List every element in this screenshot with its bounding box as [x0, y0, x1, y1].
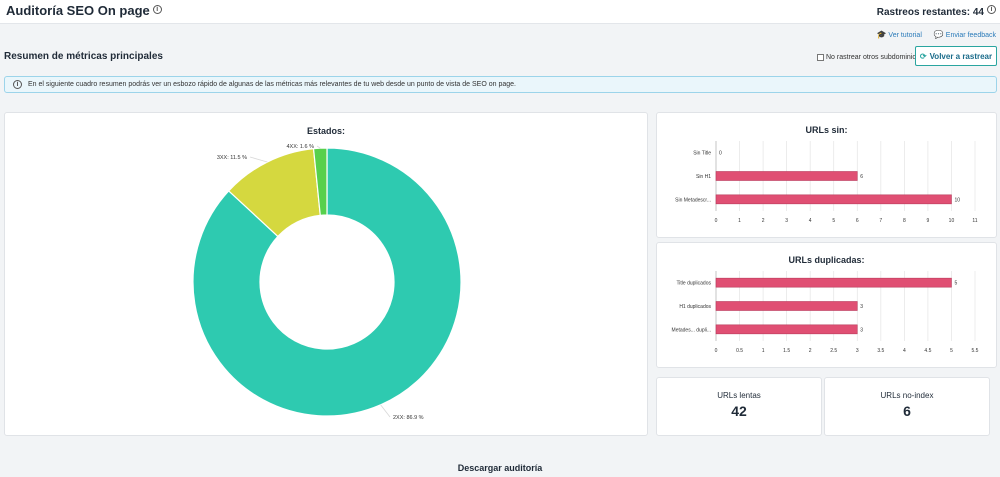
subdomain-checkbox[interactable]: No rastrear otros subdominios — [817, 54, 920, 61]
info-banner-text: En el siguiente cuadro resumen podrás ve… — [28, 81, 516, 88]
x-tick-label: 1 — [762, 348, 765, 354]
page-title: Auditoría SEO On page i — [6, 3, 162, 18]
donut-slice-label: 4XX: 1.6 % — [286, 144, 314, 150]
y-category-label: Title duplicados — [676, 281, 711, 287]
checkbox-box[interactable] — [817, 54, 824, 61]
status-chart-card: Estados: 2XX: 86.9 % 3XX: 11.5 % 4XX: 1.6 … — [4, 112, 648, 436]
x-tick-label: 5.5 — [972, 348, 979, 354]
page-title-text: Auditoría SEO On page — [6, 3, 150, 18]
y-category-label: Metades... dupli... — [672, 327, 711, 333]
duplicate-urls-card: URLs duplicadas: 0 0.5 1 1.5 2 2.5 3 3.5 4 4.5 5 5.… — [656, 242, 997, 368]
slow-urls-label: URLs lentas — [717, 391, 761, 400]
noindex-urls-card[interactable]: URLs no-index 6 — [824, 377, 990, 436]
y-category-label: Sin H1 — [696, 174, 711, 180]
recrawl-button-label: Volver a rastrear — [929, 51, 993, 61]
donut-slice[interactable] — [312, 147, 328, 216]
x-tick-label: 2 — [762, 218, 765, 224]
status-chart-title: Estados: — [306, 126, 345, 136]
feedback-link[interactable]: 💬 Enviar feedback — [933, 30, 996, 39]
bar[interactable] — [715, 324, 858, 335]
refresh-icon: ⟳ — [919, 51, 927, 61]
x-tick-label: 5 — [950, 348, 953, 354]
donut-slice-label: 3XX: 11.5 % — [217, 155, 247, 161]
bar-value-label: 10 — [954, 197, 960, 203]
y-category-label: Sin Metadescr... — [675, 197, 711, 203]
missing-urls-bar-chart: 0 1 2 3 4 5 6 7 8 9 10 11 Sin Title 0 Sin H1 6 Sin Metad… — [675, 141, 978, 224]
noindex-urls-value: 6 — [903, 403, 911, 419]
donut-leader-line — [249, 156, 268, 163]
subdomain-checkbox-label: No rastrear otros subdominios — [826, 54, 920, 61]
remaining-crawls-text: Rastreos restantes: 44 — [876, 7, 984, 18]
tutorial-link[interactable]: 🎓 Ver tutorial — [876, 30, 922, 39]
bar-value-label: 5 — [954, 281, 957, 287]
x-tick-label: 4 — [809, 218, 812, 224]
bar[interactable] — [715, 301, 858, 311]
donut-leader-line — [380, 404, 391, 418]
bar[interactable] — [715, 171, 858, 181]
x-tick-label: 3.5 — [877, 348, 884, 354]
x-tick-label: 11 — [972, 218, 977, 224]
x-tick-label: 10 — [949, 218, 955, 224]
bar[interactable] — [715, 277, 952, 288]
y-category-label: Sin Title — [693, 151, 711, 157]
bar-value-label: 3 — [860, 304, 863, 310]
noindex-urls-label: URLs no-index — [880, 391, 934, 400]
duplicate-urls-bar-chart: 0 0.5 1 1.5 2 2.5 3 3.5 4 4.5 5 5.5 Title duplicados… — [672, 271, 979, 354]
remaining-crawls: Rastreos restantes: 44 i — [877, 5, 996, 18]
x-tick-label: 3 — [785, 218, 788, 224]
x-tick-label: 1.5 — [783, 348, 790, 354]
x-tick-label: 9 — [927, 218, 930, 224]
bar-value-label: 6 — [860, 174, 863, 180]
y-category-label: H1 duplicados — [679, 304, 711, 310]
x-tick-label: 3 — [856, 348, 859, 354]
x-tick-label: 5 — [832, 218, 835, 224]
chat-bubble-icon: 💬 — [933, 30, 944, 39]
slow-urls-value: 42 — [731, 403, 747, 419]
slow-urls-card[interactable]: URLs lentas 42 — [656, 377, 822, 436]
tutorial-link-label: Ver tutorial — [888, 32, 922, 39]
recrawl-button[interactable]: ⟳ Volver a rastrear — [915, 46, 997, 66]
x-tick-label: 1 — [738, 218, 741, 224]
x-tick-label: 4 — [903, 348, 906, 354]
info-icon: i — [13, 80, 22, 89]
bar[interactable] — [715, 194, 952, 205]
missing-urls-title: URLs sin: — [805, 125, 848, 135]
x-tick-label: 7 — [879, 218, 882, 224]
feedback-link-label: Enviar feedback — [945, 32, 996, 39]
x-tick-label: 0 — [715, 348, 718, 354]
missing-urls-card: URLs sin: 0 1 2 3 4 5 6 7 8 9 10 11 Sin Title 0 Sin H1… — [656, 112, 997, 238]
x-tick-label: 6 — [856, 218, 859, 224]
donut-slice-label: 2XX: 86.9 % — [393, 415, 424, 421]
info-icon[interactable]: i — [987, 5, 996, 14]
x-tick-label: 0 — [715, 218, 718, 224]
top-bar: Auditoría SEO On page i Rastreos restante… — [0, 0, 1000, 24]
donut-slice[interactable] — [192, 147, 462, 417]
x-tick-label: 4.5 — [924, 348, 931, 354]
download-audit-button[interactable]: Descargar auditoría — [457, 463, 543, 473]
donut-leader-line — [316, 145, 321, 149]
bar-value-label: 3 — [860, 327, 863, 333]
graduation-cap-icon: 🎓 — [876, 30, 887, 39]
status-donut-chart: 2XX: 86.9 % 3XX: 11.5 % 4XX: 1.6 % — [192, 144, 462, 421]
help-links: 🎓 Ver tutorial 💬 Enviar feedback — [866, 30, 996, 39]
x-tick-label: 8 — [903, 218, 906, 224]
x-tick-label: 0.5 — [736, 348, 743, 354]
duplicate-urls-title: URLs duplicadas: — [788, 255, 865, 265]
bar-value-label: 0 — [719, 151, 722, 157]
x-tick-label: 2.5 — [830, 348, 837, 354]
info-banner: i En el siguiente cuadro resumen podrás … — [4, 76, 997, 93]
section-title: Resumen de métricas principales — [4, 51, 163, 62]
x-tick-label: 2 — [809, 348, 812, 354]
info-icon[interactable]: i — [152, 5, 162, 14]
